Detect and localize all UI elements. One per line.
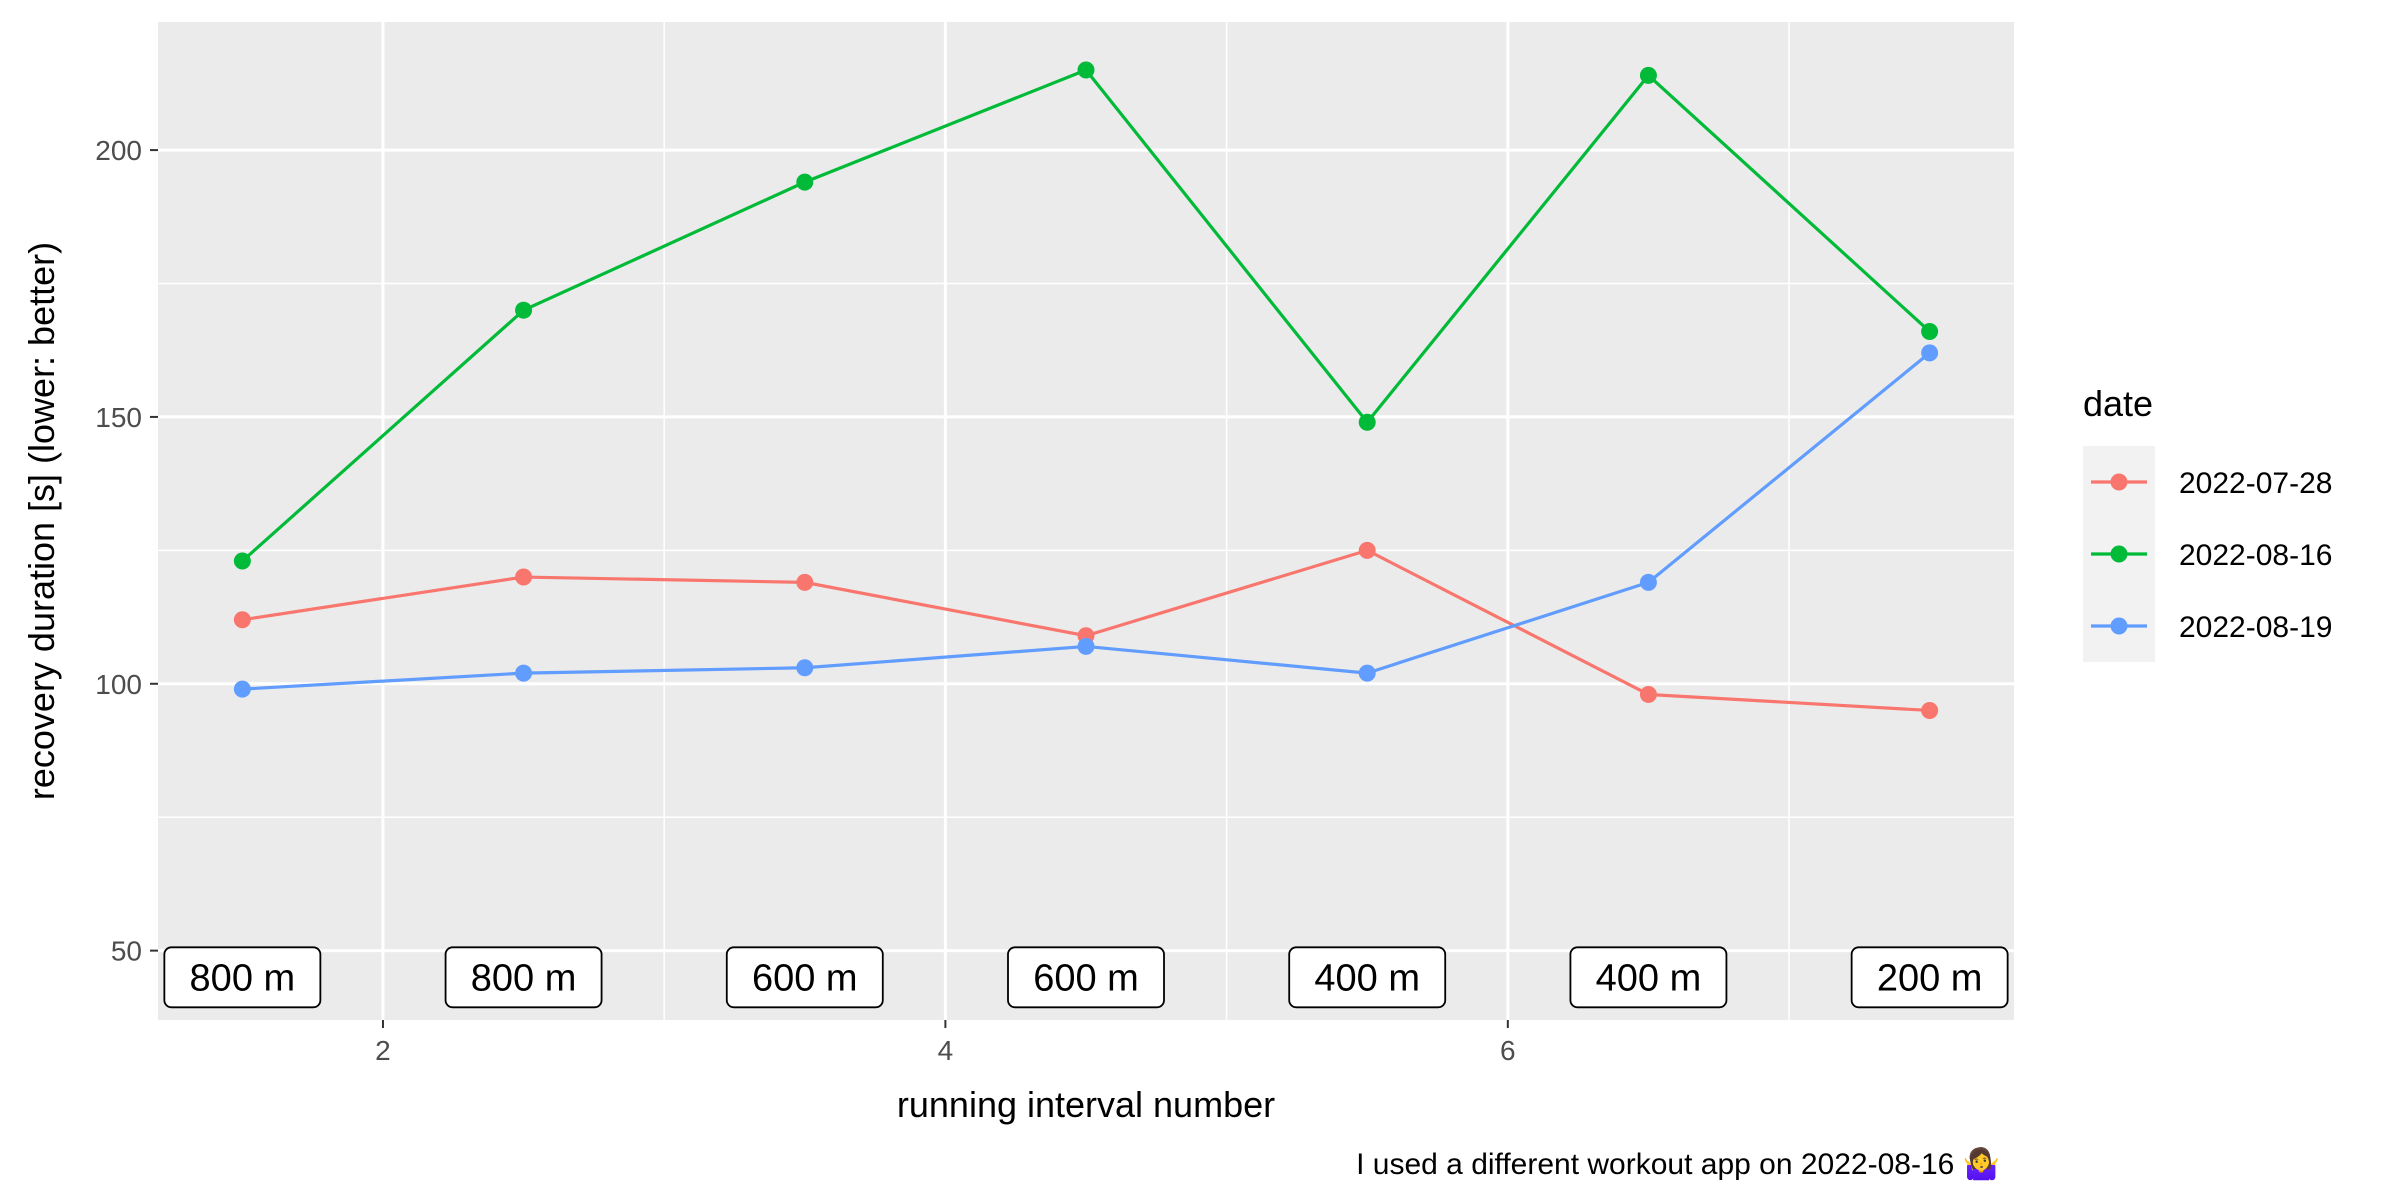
legend-key-point xyxy=(2110,545,2128,563)
interval-label: 600 m xyxy=(1007,946,1165,1009)
interval-label-text: 800 m xyxy=(471,957,577,999)
y-tick-label: 200 xyxy=(95,135,142,166)
axis-ticks: 2 4 6 50 100 150 200 xyxy=(95,135,1515,1066)
interval-label-box xyxy=(1850,946,2009,1009)
x-axis-title: running interval number xyxy=(897,1084,1275,1125)
data-point xyxy=(1358,413,1376,431)
legend-title: date xyxy=(2083,383,2153,424)
series-2022-08-16 xyxy=(233,61,1939,570)
y-tick-label: 50 xyxy=(111,936,142,967)
series-layer xyxy=(233,61,1939,719)
data-point xyxy=(796,659,814,677)
data-point xyxy=(1921,701,1939,719)
data-point xyxy=(515,568,533,586)
series-2022-07-28 xyxy=(233,541,1939,719)
legend: date 2022-07-28 2022-08-16 2022-08-19 xyxy=(2083,383,2332,662)
x-tick-label: 6 xyxy=(1500,1035,1516,1066)
data-point xyxy=(233,611,251,629)
interval-label-text: 400 m xyxy=(1596,957,1702,999)
interval-label-text: 600 m xyxy=(752,957,858,999)
data-point xyxy=(233,680,251,698)
interval-label-text: 600 m xyxy=(1033,957,1139,999)
interval-label-text: 800 m xyxy=(190,957,296,999)
interval-label-box xyxy=(1288,946,1447,1009)
data-point xyxy=(1639,573,1657,591)
data-point xyxy=(796,173,814,191)
legend-label: 2022-08-19 xyxy=(2179,611,2332,644)
data-point xyxy=(1639,685,1657,703)
data-point xyxy=(796,573,814,591)
interval-label-box xyxy=(725,946,884,1009)
legend-label: 2022-07-28 xyxy=(2179,467,2332,500)
interval-label: 800 m xyxy=(163,946,322,1009)
data-point xyxy=(1639,66,1657,84)
legend-item-2022-07-28: 2022-07-28 xyxy=(2091,467,2332,500)
legend-item-2022-08-16: 2022-08-16 xyxy=(2091,539,2332,572)
data-point xyxy=(1077,637,1095,655)
y-tick-label: 150 xyxy=(95,402,142,433)
legend-item-2022-08-19: 2022-08-19 xyxy=(2091,611,2332,644)
x-tick-label: 2 xyxy=(375,1035,391,1066)
x-tick-label: 4 xyxy=(938,1035,954,1066)
data-point xyxy=(1358,664,1376,682)
interval-label: 200 m xyxy=(1850,946,2009,1009)
interval-label-box xyxy=(163,946,322,1009)
data-point xyxy=(515,301,533,319)
interval-label-text: 400 m xyxy=(1314,957,1420,999)
data-point xyxy=(1358,541,1376,559)
legend-key-point xyxy=(2110,617,2128,635)
legend-label: 2022-08-16 xyxy=(2179,539,2332,572)
interval-label: 800 m xyxy=(444,946,603,1009)
interval-label: 600 m xyxy=(725,946,884,1009)
series-2022-08-19 xyxy=(233,344,1939,698)
data-point xyxy=(1921,344,1939,362)
y-axis-title: recovery duration [s] (lower: better) xyxy=(21,242,62,800)
minor-gridlines xyxy=(158,22,2014,1020)
legend-key-point xyxy=(2110,473,2128,491)
data-point xyxy=(515,664,533,682)
interval-label: 400 m xyxy=(1569,946,1728,1009)
interval-label-box xyxy=(1569,946,1728,1009)
y-tick-label: 100 xyxy=(95,669,142,700)
interval-label-box xyxy=(1007,946,1165,1009)
panel-background xyxy=(158,22,2014,1020)
data-point xyxy=(1077,61,1095,79)
data-point xyxy=(233,552,251,570)
interval-label-text: 200 m xyxy=(1877,957,1983,999)
interval-labels: 800 m 800 m 600 m 600 m 400 m 400 m 200 m xyxy=(163,946,2009,1009)
caption: I used a different workout app on 2022-0… xyxy=(1356,1144,2000,1181)
interval-label: 400 m xyxy=(1288,946,1447,1009)
data-point xyxy=(1921,323,1939,341)
interval-label-box xyxy=(444,946,603,1009)
